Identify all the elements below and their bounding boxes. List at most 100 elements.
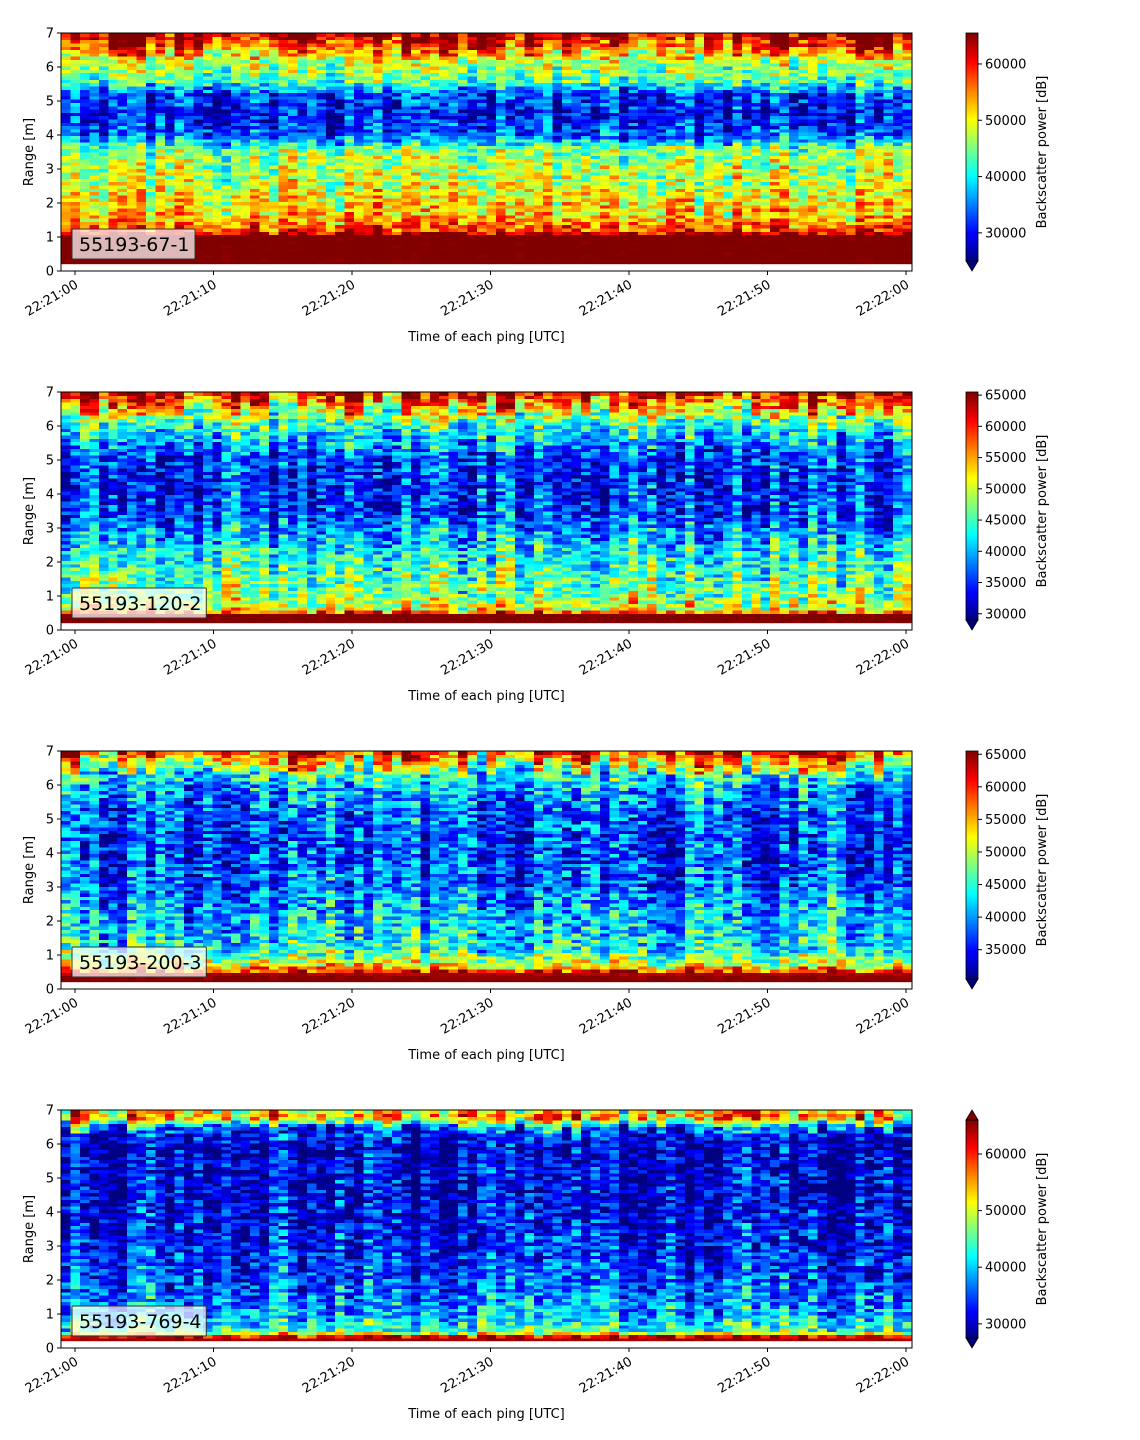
heatmap-cell	[382, 49, 393, 54]
heatmap-cell	[495, 69, 507, 74]
heatmap-cell	[363, 254, 374, 259]
heatmap-cell	[505, 224, 516, 229]
heatmap-cell	[297, 118, 308, 123]
heatmap-cell	[202, 115, 213, 120]
heatmap-cell	[212, 191, 223, 196]
heatmap-cell	[505, 181, 516, 186]
heatmap-cell	[155, 118, 166, 123]
heatmap-cell	[316, 231, 327, 236]
heatmap-cell	[155, 112, 166, 117]
heatmap-cell	[70, 72, 81, 77]
heatmap-cell	[543, 201, 554, 206]
heatmap-cell	[155, 138, 166, 143]
heatmap-cell	[590, 115, 601, 120]
heatmap-cell	[278, 201, 289, 206]
heatmap-cell	[127, 208, 138, 212]
heatmap-cell	[571, 191, 582, 196]
heatmap-cell	[89, 59, 100, 64]
heatmap-cell	[477, 227, 488, 232]
heatmap-cell	[448, 108, 459, 113]
heatmap-cell	[458, 184, 469, 189]
heatmap-cell	[259, 260, 270, 265]
heatmap-cell	[486, 46, 497, 51]
heatmap-cell	[136, 105, 147, 110]
heatmap-cell	[590, 250, 601, 255]
heatmap-cell	[363, 168, 374, 173]
heatmap-cell	[325, 125, 336, 130]
heatmap-cell	[193, 56, 204, 61]
heatmap-cell	[401, 75, 412, 80]
heatmap-cell	[391, 254, 402, 259]
heatmap-cell	[533, 115, 544, 120]
heatmap-cell	[127, 221, 138, 226]
heatmap-cell	[325, 231, 336, 236]
heatmap-cell	[401, 247, 412, 252]
heatmap-cell	[382, 171, 393, 176]
heatmap-cell	[89, 168, 100, 173]
heatmap-cell	[316, 138, 327, 143]
heatmap-cell	[146, 36, 157, 41]
heatmap-cell	[495, 254, 507, 259]
heatmap-cell	[316, 257, 327, 262]
heatmap-cell	[552, 92, 563, 97]
heatmap-cell	[108, 165, 119, 170]
heatmap-cell	[486, 108, 497, 113]
heatmap-cell	[165, 75, 176, 80]
heatmap-cell	[136, 145, 147, 150]
heatmap-cell	[439, 260, 450, 265]
heatmap-cell	[278, 75, 289, 80]
heatmap-cell	[344, 260, 355, 265]
heatmap-cell	[599, 95, 611, 100]
heatmap-cell	[373, 36, 384, 41]
heatmap-cell	[599, 132, 611, 136]
heatmap-cell	[146, 66, 157, 70]
heatmap-cell	[278, 168, 289, 173]
heatmap-cell	[354, 92, 365, 97]
heatmap-cell	[391, 168, 402, 173]
heatmap-cell	[174, 224, 185, 229]
heatmap-cell	[117, 62, 128, 67]
heatmap-cell	[287, 112, 298, 117]
heatmap-cell	[458, 128, 469, 133]
heatmap-cell	[410, 194, 421, 199]
heatmap-cell	[401, 105, 412, 110]
heatmap-cell	[439, 257, 450, 262]
heatmap-cell	[89, 188, 100, 193]
heatmap-cell	[136, 95, 147, 100]
heatmap-cell	[174, 108, 185, 113]
heatmap-cell	[259, 46, 270, 51]
heatmap-cell	[420, 85, 431, 90]
heatmap-cell	[420, 241, 431, 245]
heatmap-cell	[581, 204, 592, 209]
heatmap-cell	[477, 211, 488, 216]
heatmap-cell	[193, 171, 204, 176]
heatmap-cell	[401, 250, 412, 255]
heatmap-cell	[373, 122, 384, 127]
heatmap-cell	[117, 99, 128, 103]
heatmap-cell	[325, 211, 336, 216]
heatmap-cell	[458, 115, 469, 120]
heatmap-cell	[259, 224, 270, 229]
heatmap-cell	[486, 227, 497, 232]
heatmap-cell	[70, 75, 81, 80]
heatmap-cell	[477, 42, 488, 47]
heatmap-cell	[543, 227, 554, 232]
heatmap-cell	[581, 52, 592, 57]
heatmap-cell	[316, 85, 327, 90]
heatmap-cell	[61, 194, 72, 199]
heatmap-cell	[354, 224, 365, 229]
heatmap-cell	[439, 102, 450, 107]
heatmap-cell	[571, 122, 582, 127]
heatmap-cell	[89, 184, 100, 189]
heatmap-cell	[231, 52, 242, 57]
heatmap-cell	[458, 102, 469, 107]
heatmap-cell	[155, 39, 166, 44]
heatmap-cell	[410, 208, 421, 212]
heatmap-cell	[410, 191, 421, 196]
heatmap-cell	[514, 184, 525, 189]
heatmap-cell	[306, 151, 317, 156]
heatmap-cell	[240, 208, 251, 212]
heatmap-cell	[533, 211, 544, 216]
heatmap-cell	[505, 99, 516, 103]
heatmap-cell	[533, 99, 544, 103]
